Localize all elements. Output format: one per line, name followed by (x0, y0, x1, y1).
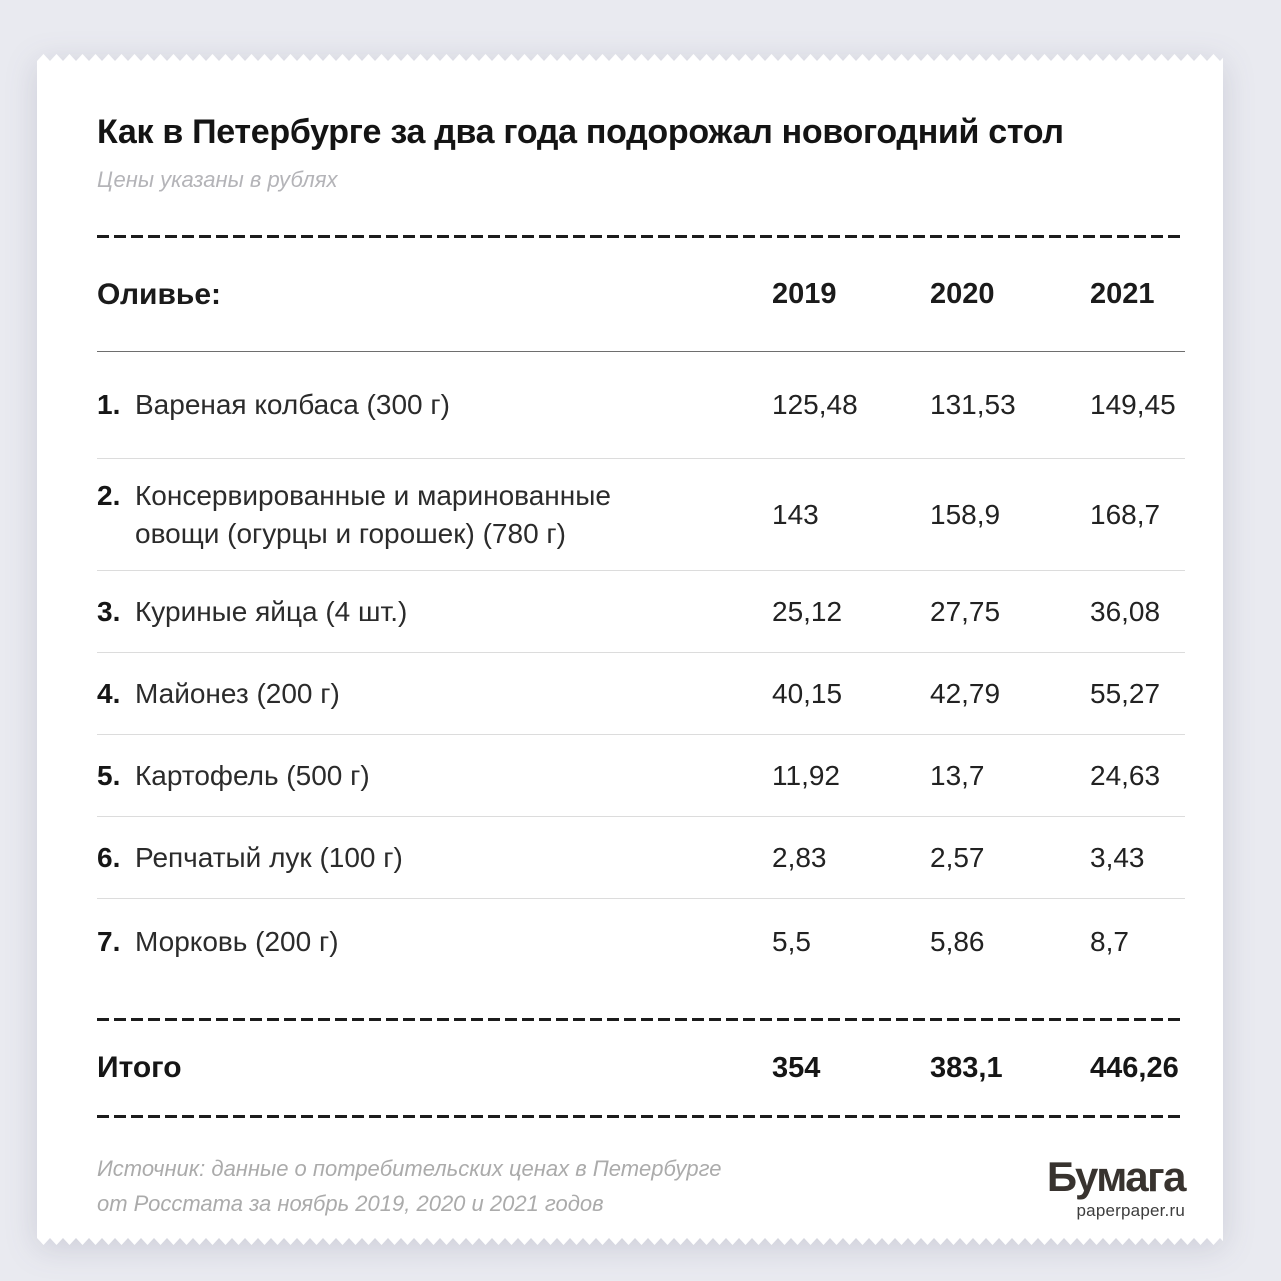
row-number: 6. (97, 841, 121, 873)
price-2021: 8,7 (1090, 926, 1129, 958)
table-row: 3. Куриные яйца (4 шт.) 25,12 27,75 36,0… (97, 571, 1185, 654)
page-subtitle: Цены указаны в рублях (97, 167, 338, 193)
dashed-divider-bottom (97, 1115, 1185, 1119)
price-2020: 42,79 (930, 677, 1001, 709)
dashed-divider-top (97, 235, 1185, 239)
column-header-2021: 2021 (1090, 278, 1155, 311)
price-2020: 13,7 (930, 759, 985, 791)
row-number: 5. (97, 759, 121, 791)
row-number: 4. (97, 677, 121, 709)
footer: Источник: данные о потребительских ценах… (97, 1152, 1187, 1222)
receipt-torn-edge-bottom-icon (37, 1238, 1223, 1245)
total-2021: 446,26 (1090, 1051, 1179, 1084)
price-2019: 143 (772, 498, 819, 530)
price-2020: 2,57 (930, 841, 985, 873)
item-name: Картофель (500 г) (135, 759, 370, 791)
page-title: Как в Петербурге за два года подорожал н… (97, 113, 1064, 151)
item-name: Консервированные и маринованные овощи (о… (135, 480, 611, 549)
header-rule (97, 351, 1185, 353)
logo-url: paperpaper.ru (1076, 1201, 1185, 1221)
table-row: 4. Майонез (200 г) 40,15 42,79 55,27 (97, 653, 1185, 736)
price-2019: 5,5 (772, 926, 811, 958)
item-name: Майонез (200 г) (135, 677, 340, 709)
total-2019: 354 (772, 1051, 821, 1084)
table-row: 1. Вареная колбаса (300 г) 125,48 131,53… (97, 352, 1185, 460)
price-2019: 2,83 (772, 841, 827, 873)
receipt-paper: Как в Петербурге за два года подорожал н… (37, 61, 1223, 1238)
source-line-2: от Росстата за ноябрь 2019, 2020 и 2021 … (97, 1190, 604, 1216)
column-header-2019: 2019 (772, 278, 837, 311)
price-2020: 5,86 (930, 926, 985, 958)
price-2019: 11,92 (772, 759, 840, 791)
total-row: Итого 354 383,1 446,26 (97, 1021, 1185, 1115)
price-2019: 125,48 (772, 389, 858, 421)
receipt: Как в Петербурге за два года подорожал н… (37, 54, 1223, 1245)
table-row: 7. Морковь (200 г) 5,5 5,86 8,7 (97, 899, 1185, 985)
table-row: 5. Картофель (500 г) 11,92 13,7 24,63 (97, 735, 1185, 818)
item-name: Вареная колбаса (300 г) (135, 389, 450, 421)
table-row: 2. Консервированные и маринованные овощи… (97, 459, 1185, 572)
price-2019: 25,12 (772, 595, 843, 627)
item-name: Куриные яйца (4 шт.) (135, 595, 408, 627)
source-line-1: Источник: данные о потребительских ценах… (97, 1156, 722, 1182)
receipt-torn-edge-top-icon (37, 54, 1223, 61)
table-row: 6. Репчатый лук (100 г) 2,83 2,57 3,43 (97, 817, 1185, 900)
price-2021: 3,43 (1090, 841, 1145, 873)
row-number: 2. (97, 480, 121, 512)
price-2021: 168,7 (1090, 498, 1161, 530)
bumaga-logo: Бумага paperpaper.ru (1046, 1152, 1187, 1221)
source-note: Источник: данные о потребительских ценах… (97, 1152, 1047, 1222)
row-number: 7. (97, 926, 121, 958)
item-name: Морковь (200 г) (135, 926, 339, 958)
section-label: Оливье: (97, 277, 221, 311)
price-2019: 40,15 (772, 677, 843, 709)
column-header-2020: 2020 (930, 278, 995, 311)
table-header-row: Оливье: 2019 2020 2021 (97, 238, 1185, 351)
dashed-divider-above-total (97, 1018, 1185, 1022)
price-2020: 158,9 (930, 498, 1001, 530)
price-2021: 55,27 (1090, 677, 1161, 709)
total-label: Итого (97, 1051, 182, 1085)
item-name: Репчатый лук (100 г) (135, 841, 403, 873)
price-2021: 36,08 (1090, 595, 1161, 627)
price-2020: 27,75 (930, 595, 1001, 627)
price-2021: 24,63 (1090, 759, 1161, 791)
row-number: 3. (97, 595, 121, 627)
row-number: 1. (97, 389, 121, 421)
price-2021: 149,45 (1090, 389, 1176, 421)
logo-wordmark: Бумага (1046, 1153, 1187, 1201)
total-2020: 383,1 (930, 1051, 1003, 1084)
price-2020: 131,53 (930, 389, 1016, 421)
